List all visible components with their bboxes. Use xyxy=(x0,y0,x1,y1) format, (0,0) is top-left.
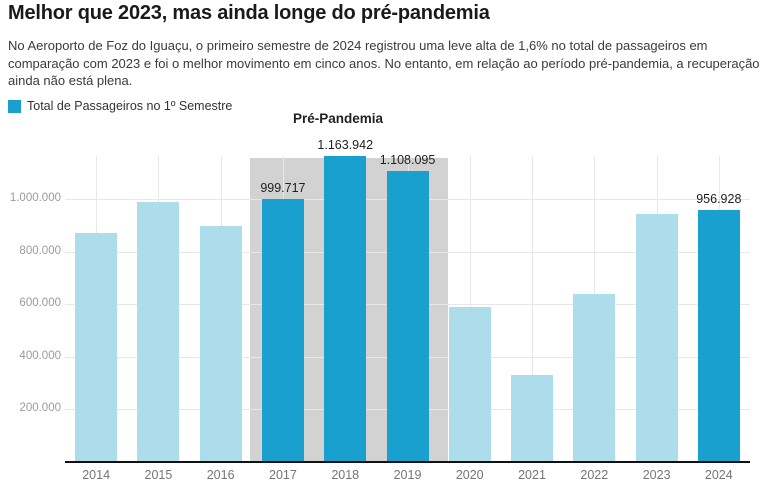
bar-2017 xyxy=(261,199,304,462)
x-axis-tick-label-2018: 2018 xyxy=(331,468,360,482)
bar-2016 xyxy=(199,225,242,462)
chart-column-2021 xyxy=(501,156,563,462)
chart-column-2020 xyxy=(439,156,501,462)
y-axis-tick-label: 800.000 xyxy=(19,244,61,257)
chart-column-2016 xyxy=(190,156,252,462)
chart-column-2014 xyxy=(65,156,127,462)
y-axis-tick-label: 1.000.000 xyxy=(9,192,61,205)
x-axis-tick-label-2017: 2017 xyxy=(269,468,297,482)
bar-2014 xyxy=(75,233,118,462)
y-axis-tick-label: 600.000 xyxy=(19,297,61,310)
bar-value-label-2024: 956.928 xyxy=(696,192,742,207)
bar-value-label-2018: 1.163.942 xyxy=(317,138,374,152)
x-axis-tick-label-2021: 2021 xyxy=(518,468,546,482)
chart-column-2024: 956.928 xyxy=(688,156,750,462)
chart-column-2019: 1.108.095 xyxy=(376,152,438,462)
x-axis-tick-label-2015: 2015 xyxy=(144,468,173,482)
legend: Total de Passageiros no 1º Semestre xyxy=(8,99,232,113)
bar-2023 xyxy=(635,214,678,462)
bar-2024 xyxy=(697,210,740,462)
x-axis-tick-label-2014: 2014 xyxy=(82,468,111,482)
x-axis-tick-label-2023: 2023 xyxy=(642,468,671,482)
x-axis-tick-label-2020: 2020 xyxy=(455,468,484,482)
x-axis-tick-label-2016: 2016 xyxy=(206,468,235,482)
bar-2022 xyxy=(573,293,616,462)
y-axis-tick-label: 200.000 xyxy=(19,402,61,415)
chart-column-2018: 1.163.942 xyxy=(314,138,376,462)
x-axis-tick-label-2019: 2019 xyxy=(393,468,422,482)
y-axis-tick-label: 400.000 xyxy=(19,349,61,362)
bar-2019 xyxy=(386,170,429,462)
legend-swatch-icon xyxy=(8,99,21,113)
bar-value-label-2019: 1.108.095 xyxy=(379,152,436,167)
x-axis-tick-label-2024: 2024 xyxy=(704,468,733,482)
bar-2020 xyxy=(448,307,491,462)
x-axis-tick-label-2022: 2022 xyxy=(580,468,609,482)
pre-pandemia-annotation: Pré-Pandemia xyxy=(292,111,384,126)
chart-column-2015 xyxy=(127,156,189,462)
bar-2021 xyxy=(511,374,554,462)
bar-2015 xyxy=(137,201,180,462)
x-axis-line xyxy=(65,461,750,463)
chart-column-2023 xyxy=(626,156,688,462)
chart-column-2022 xyxy=(563,156,625,462)
x-gridline xyxy=(532,156,534,462)
chart-description: No Aeroporto de Foz do Iguaçu, o primeir… xyxy=(8,38,760,88)
bar-value-label-2017: 999.717 xyxy=(260,181,306,196)
chart-column-2017: 999.717 xyxy=(252,156,314,462)
bar-2018 xyxy=(324,156,367,462)
legend-label: Total de Passageiros no 1º Semestre xyxy=(27,99,233,113)
page-title: Melhor que 2023, mas ainda longe do pré-… xyxy=(8,2,490,24)
